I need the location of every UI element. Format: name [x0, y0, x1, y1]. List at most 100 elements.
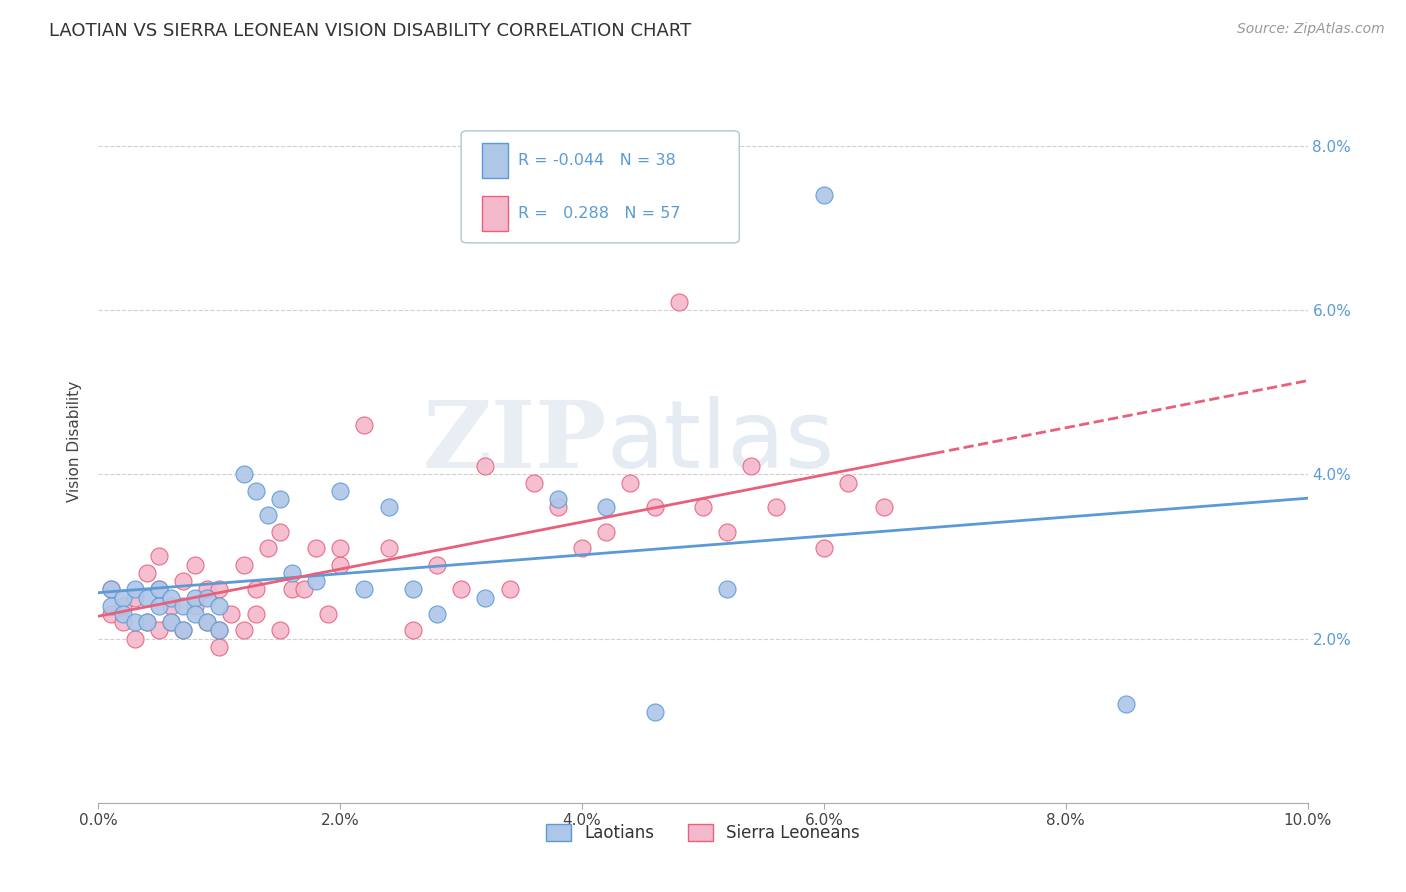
Point [644, 500, 666, 515]
Point [740, 459, 762, 474]
FancyBboxPatch shape [482, 196, 509, 230]
Point [184, 599, 207, 613]
Point [716, 524, 738, 539]
Point [232, 467, 254, 482]
Point [172, 624, 194, 638]
Point [100, 582, 122, 597]
Text: R =   0.288   N = 57: R = 0.288 N = 57 [517, 206, 681, 220]
Point [111, 591, 134, 605]
Point [208, 640, 231, 654]
Point [256, 508, 278, 523]
Point [547, 491, 569, 506]
Point [232, 558, 254, 572]
Point [813, 188, 835, 202]
Point [474, 459, 496, 474]
Point [281, 582, 304, 597]
Point [269, 524, 291, 539]
Point [450, 582, 472, 597]
Point [595, 524, 617, 539]
Point [135, 615, 157, 630]
Point [619, 475, 641, 490]
Point [111, 599, 134, 613]
Point [873, 500, 896, 515]
FancyBboxPatch shape [461, 131, 740, 243]
Point [498, 582, 520, 597]
Point [172, 624, 194, 638]
Point [1115, 698, 1137, 712]
Point [135, 615, 157, 630]
Text: R = -0.044   N = 38: R = -0.044 N = 38 [517, 153, 676, 168]
Point [571, 541, 593, 556]
Point [160, 615, 183, 630]
Point [221, 607, 243, 621]
Text: LAOTIAN VS SIERRA LEONEAN VISION DISABILITY CORRELATION CHART: LAOTIAN VS SIERRA LEONEAN VISION DISABIL… [49, 22, 692, 40]
Y-axis label: Vision Disability: Vision Disability [67, 381, 83, 502]
Point [813, 541, 835, 556]
Point [329, 558, 352, 572]
Point [353, 418, 375, 433]
Point [184, 607, 207, 621]
Point [329, 541, 352, 556]
Point [100, 582, 122, 597]
Point [148, 582, 170, 597]
Point [256, 541, 278, 556]
Point [316, 607, 339, 621]
Point [135, 591, 157, 605]
Point [281, 566, 304, 580]
Point [269, 624, 291, 638]
Point [124, 591, 146, 605]
Point [837, 475, 859, 490]
Point [184, 558, 207, 572]
Point [292, 582, 315, 597]
Point [124, 632, 146, 646]
Point [269, 491, 291, 506]
Point [208, 624, 231, 638]
Point [426, 558, 449, 572]
Text: atlas: atlas [606, 395, 835, 488]
Point [668, 295, 690, 310]
Point [148, 599, 170, 613]
Point [148, 582, 170, 597]
Point [100, 607, 122, 621]
Text: Source: ZipAtlas.com: Source: ZipAtlas.com [1237, 22, 1385, 37]
Point [523, 475, 546, 490]
Point [148, 549, 170, 564]
Point [208, 624, 231, 638]
Point [402, 582, 425, 597]
Point [595, 500, 617, 515]
Point [160, 615, 183, 630]
Point [245, 607, 267, 621]
Point [305, 574, 328, 588]
Point [195, 591, 218, 605]
Point [111, 615, 134, 630]
Point [245, 483, 267, 498]
Point [184, 591, 207, 605]
Point [172, 599, 194, 613]
Point [232, 624, 254, 638]
Point [245, 582, 267, 597]
Point [692, 500, 714, 515]
Point [547, 500, 569, 515]
Point [765, 500, 787, 515]
Legend: Laotians, Sierra Leoneans: Laotians, Sierra Leoneans [540, 817, 866, 848]
Point [195, 615, 218, 630]
Point [329, 483, 352, 498]
Point [402, 624, 425, 638]
Point [208, 582, 231, 597]
Point [100, 599, 122, 613]
Point [124, 615, 146, 630]
Point [160, 599, 183, 613]
Point [195, 615, 218, 630]
Point [195, 582, 218, 597]
Text: ZIP: ZIP [422, 397, 606, 486]
Point [426, 607, 449, 621]
Point [353, 582, 375, 597]
Point [135, 566, 157, 580]
Point [160, 591, 183, 605]
Point [305, 541, 328, 556]
Point [644, 706, 666, 720]
Point [716, 582, 738, 597]
Point [148, 624, 170, 638]
Point [377, 500, 399, 515]
Point [208, 599, 231, 613]
